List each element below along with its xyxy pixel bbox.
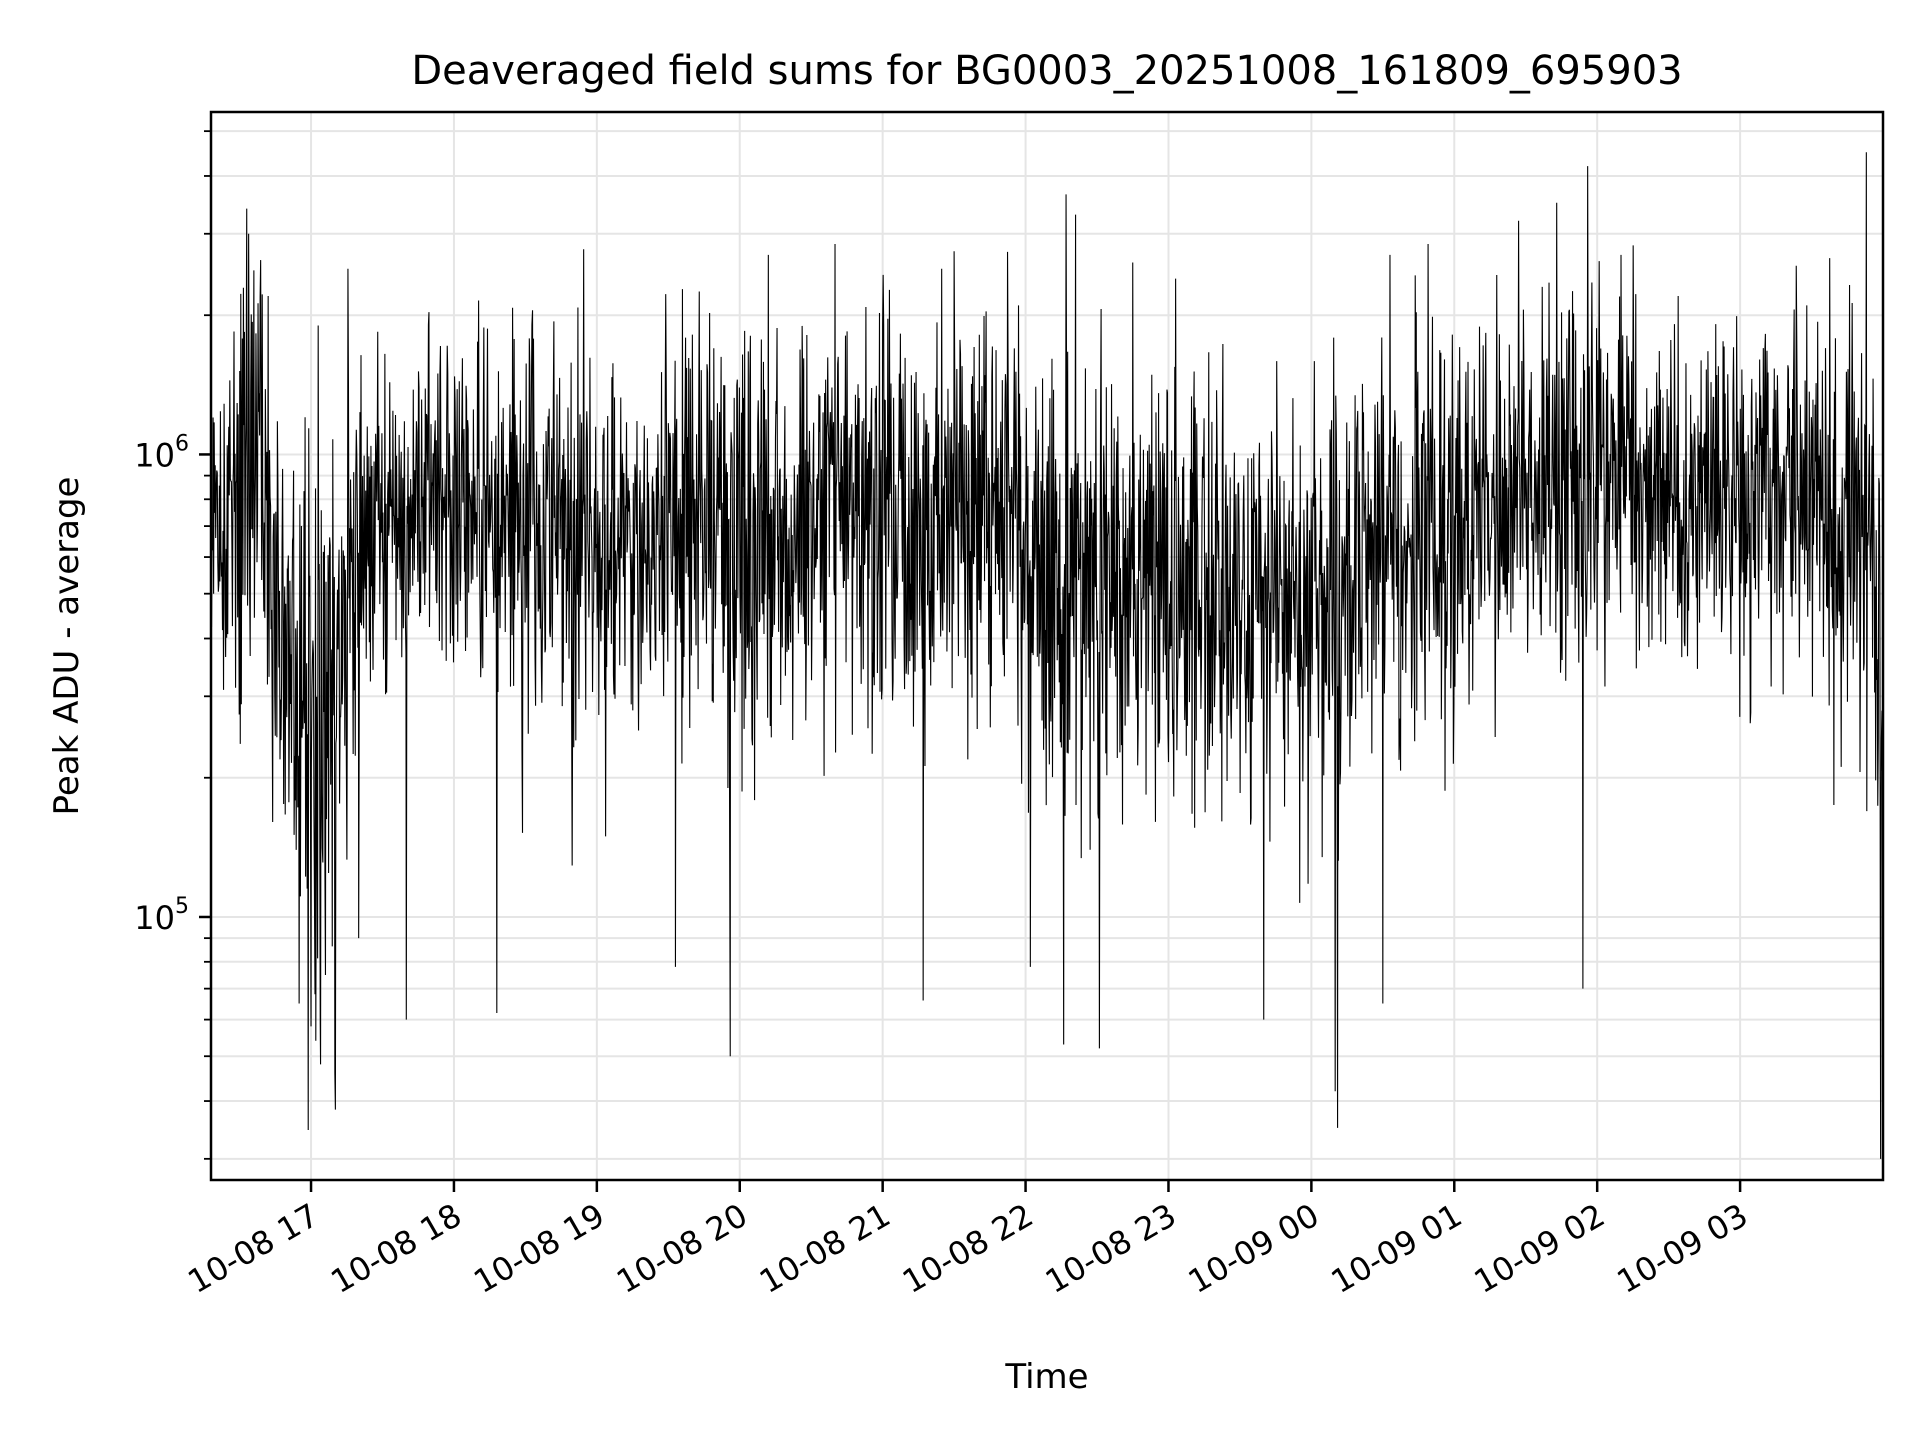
axes-frame [209,110,1885,1182]
y-tick-label: 105 [134,894,189,937]
y-axis-label: Peak ADU - average [47,477,87,816]
plot-area [210,152,1884,1159]
x-axis-label: Time [1004,1357,1088,1397]
chart-title: Deaveraged field sums for BG0003_2025100… [411,48,1682,94]
y-axis-ticks: 105 106 [134,130,211,1160]
y-tick-label: 106 [134,431,189,474]
series-line [210,152,1884,1159]
